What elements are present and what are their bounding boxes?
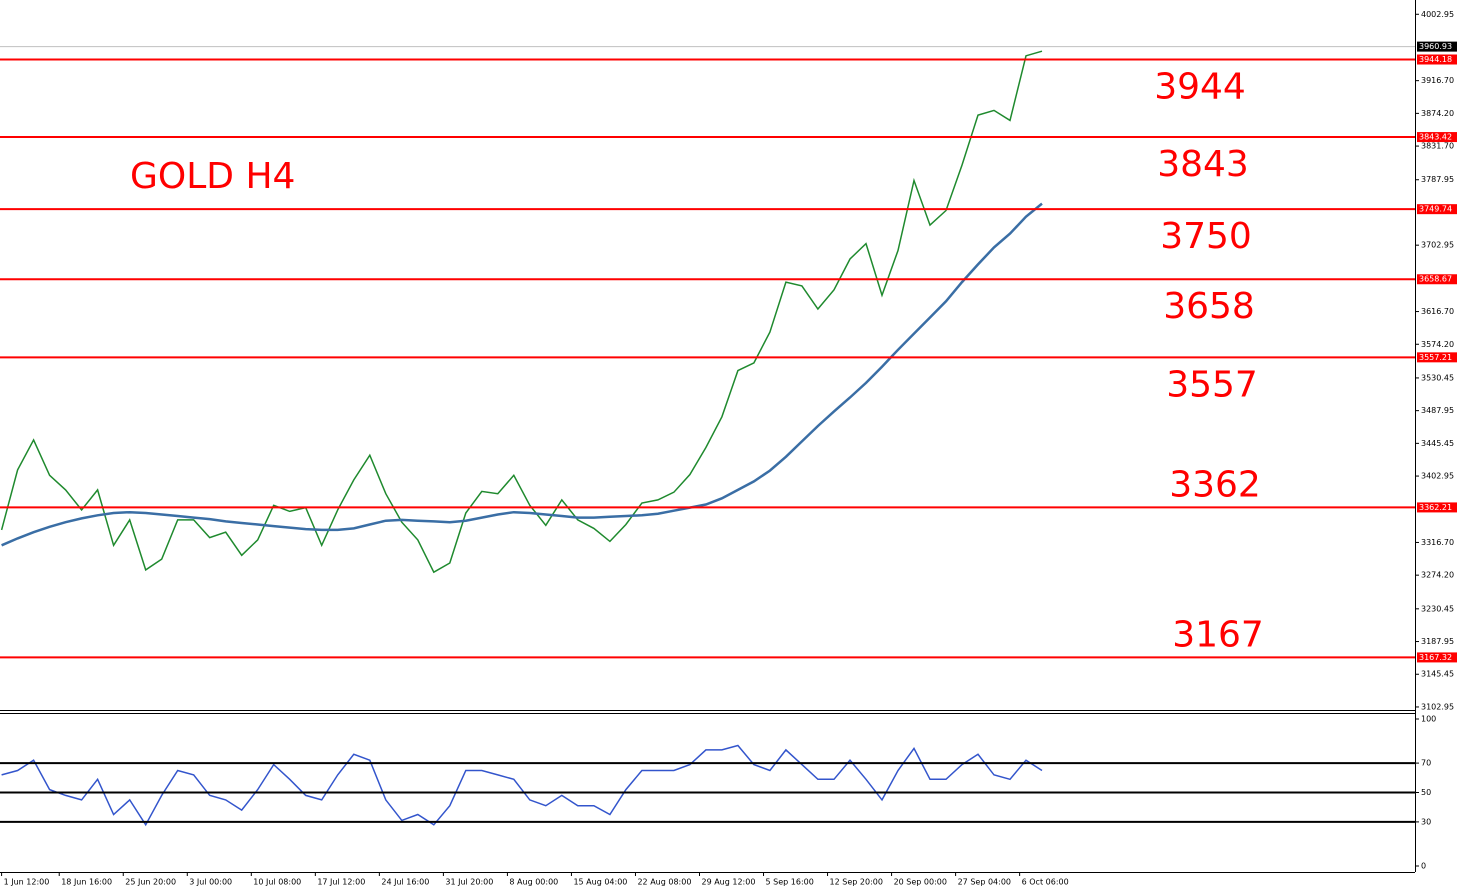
x-tick-label: 1 Jun 12:00 [4,878,50,887]
level-label: 3843 [1157,144,1249,185]
y-tick-label: 3487.95 [1421,406,1454,415]
y-tick-label: 3616.70 [1421,307,1454,316]
series-line [0,50,1043,574]
level-price: 3658.67 [1419,275,1452,284]
level-price: 3362.21 [1419,503,1452,512]
y-tick-label: 3530.45 [1421,373,1454,382]
level-box [1417,132,1457,143]
x-tick-label: 24 Jul 16:00 [381,878,429,887]
x-tick-label: 6 Oct 06:00 [1022,878,1069,887]
y-tick-label: 3230.45 [1421,604,1454,613]
x-tick-label: 29 Aug 12:00 [701,878,755,887]
level-box [1417,502,1457,513]
level-box [1417,204,1457,215]
series-line [1,202,1043,547]
y-tick-label: 3102.95 [1421,702,1454,711]
level-price: 3843.42 [1419,133,1452,142]
x-tick-label: 3 Jul 00:00 [189,878,232,887]
x-tick-label: 18 Jun 16:00 [61,878,112,887]
y-tick-label: 0 [1421,862,1426,871]
y-tick-label: 30 [1421,817,1431,826]
level-label: 3750 [1160,216,1252,257]
y-tick-label: 3874.20 [1421,109,1454,118]
y-tick-label: 3445.45 [1421,439,1454,448]
series-line [1,744,1043,827]
y-tick-label: 3702.95 [1421,241,1454,250]
y-tick-label: 3145.45 [1421,670,1454,679]
x-tick-label: 10 Jul 08:00 [253,878,301,887]
level-box [1417,54,1457,65]
current-price-box [1417,41,1457,52]
level-box [1417,352,1457,363]
x-tick-label: 5 Sep 16:00 [766,878,814,887]
x-tick-label: 25 Jun 20:00 [125,878,176,887]
level-box [1417,274,1457,285]
y-tick-label: 100 [1421,715,1436,724]
level-price: 3944.18 [1419,55,1452,64]
x-tick-label: 8 Aug 00:00 [509,878,558,887]
x-tick-label: 27 Sep 04:00 [958,878,1011,887]
y-tick-label: 3274.20 [1421,571,1454,580]
x-tick-label: 20 Sep 00:00 [894,878,947,887]
level-label: 3944 [1154,67,1246,108]
level-label: 3167 [1172,614,1264,655]
x-tick-label: 31 Jul 20:00 [445,878,493,887]
x-tick-label: 22 Aug 08:00 [637,878,691,887]
level-price: 3749.74 [1419,205,1452,214]
y-tick-label: 50 [1421,788,1431,797]
x-tick-label: 12 Sep 20:00 [830,878,883,887]
y-tick-label: 70 [1421,759,1431,768]
y-tick-label: 3574.20 [1421,340,1454,349]
level-label: 3362 [1169,464,1261,505]
level-price: 3167.32 [1419,653,1452,662]
y-tick-label: 4002.95 [1421,10,1454,19]
x-tick-label: 15 Aug 04:00 [573,878,627,887]
x-tick-label: 17 Jul 12:00 [317,878,365,887]
y-tick-label: 3402.95 [1421,472,1454,481]
level-box [1417,652,1457,663]
level-label: 3557 [1166,364,1258,405]
y-tick-label: 3316.70 [1421,538,1454,547]
level-label: 3658 [1163,286,1255,327]
y-tick-label: 3831.70 [1421,142,1454,151]
y-tick-label: 3187.95 [1421,637,1454,646]
level-price: 3557.21 [1419,353,1452,362]
y-tick-label: 3787.95 [1421,175,1454,184]
chart-title: GOLD H4 [130,156,295,197]
current-price-label: 3960.93 [1419,42,1452,51]
y-tick-label: 3916.70 [1421,76,1454,85]
